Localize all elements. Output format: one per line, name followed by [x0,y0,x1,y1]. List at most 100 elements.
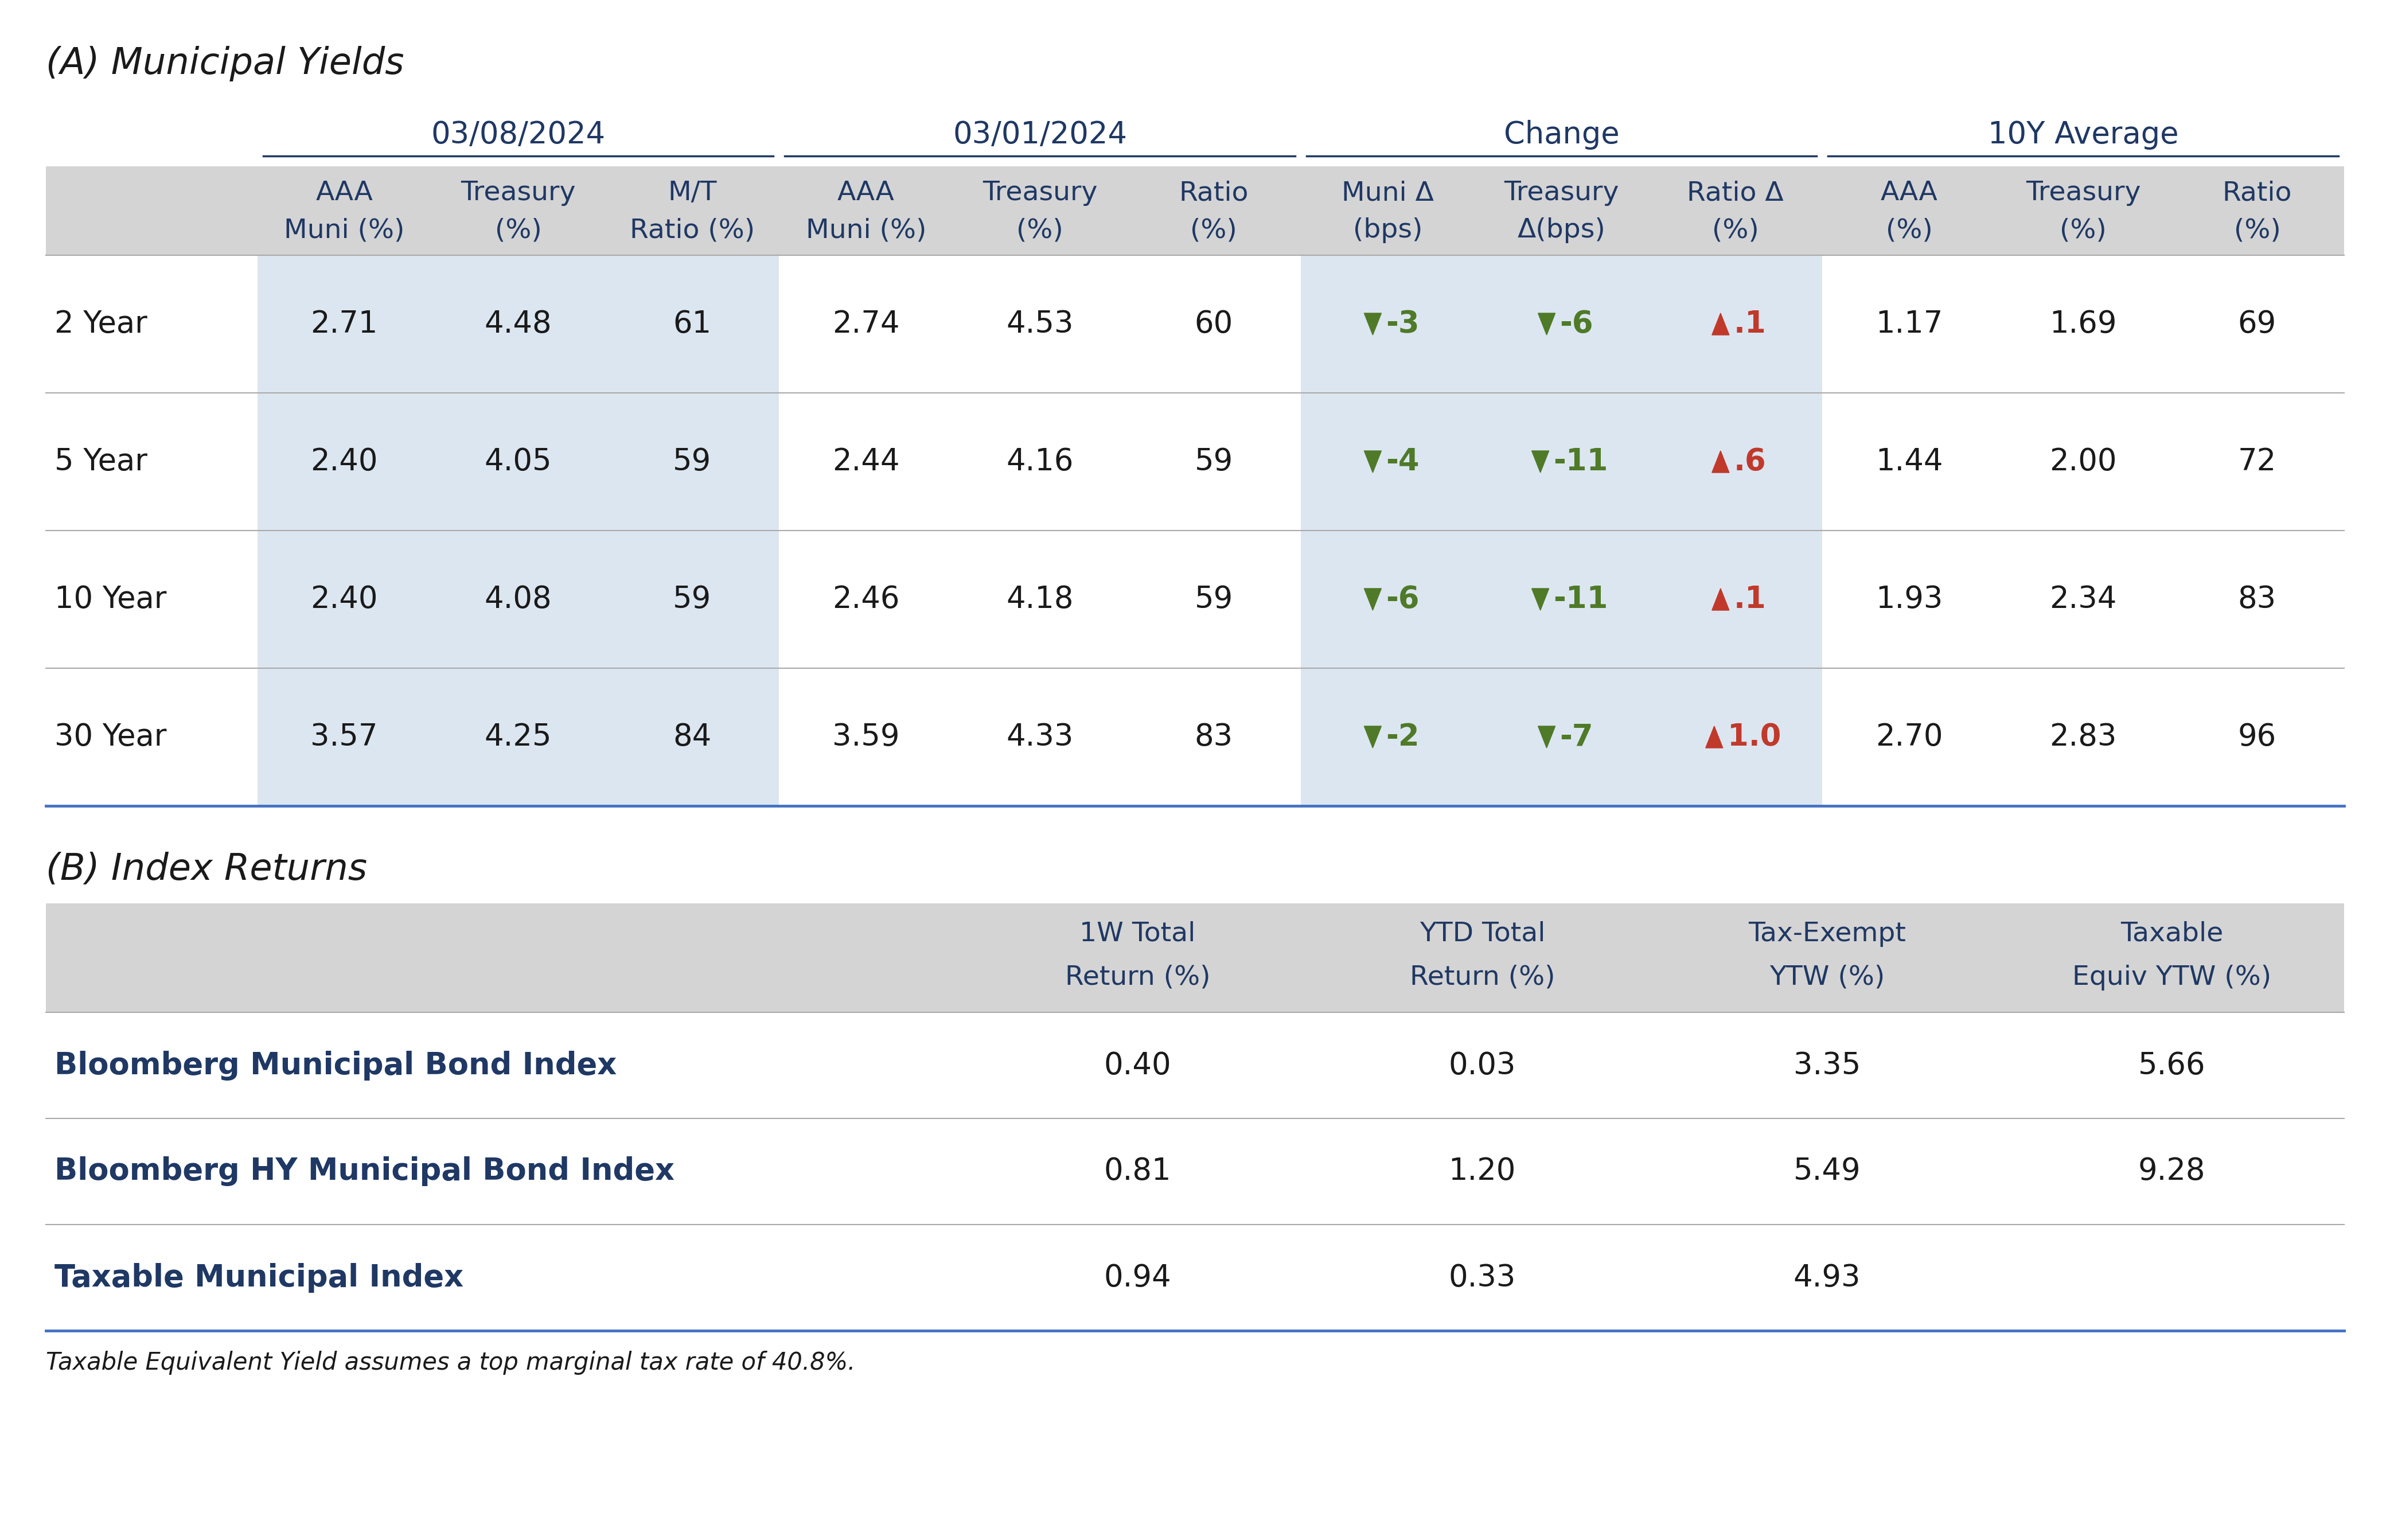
Text: Ratio: Ratio [1178,180,1248,206]
Text: Treasury: Treasury [982,180,1097,206]
Bar [258,531,779,668]
Text: -6: -6 [1386,585,1420,614]
Text: 4.53: 4.53 [1006,310,1073,339]
Text: Bloomberg Municipal Bond Index: Bloomberg Municipal Bond Index [55,1050,617,1080]
Text: Taxable Municipal Index: Taxable Municipal Index [55,1263,464,1292]
Text: Treasury: Treasury [2027,180,2141,206]
Polygon shape [1365,451,1381,473]
Text: 69: 69 [2237,310,2275,339]
Polygon shape [1365,313,1381,336]
Text: YTD Total: YTD Total [1420,921,1546,947]
Text: (bps): (bps) [1353,217,1422,243]
Text: 0.81: 0.81 [1104,1157,1171,1186]
Text: (%): (%) [495,217,543,243]
Text: Return (%): Return (%) [1066,964,1209,990]
Text: 2.71: 2.71 [311,310,378,339]
Text: 83: 83 [2237,585,2275,614]
Text: 3.59: 3.59 [832,722,899,752]
Text: (%): (%) [1190,217,1238,243]
Text: 1W Total: 1W Total [1080,921,1195,947]
Text: 0.40: 0.40 [1104,1050,1171,1080]
Text: Ratio (%): Ratio (%) [629,217,755,243]
Text: -6: -6 [1561,310,1594,339]
Text: 61: 61 [674,310,712,339]
Text: (B) Index Returns: (B) Index Returns [45,852,368,887]
Polygon shape [1365,727,1381,748]
Text: Bloomberg HY Municipal Bond Index: Bloomberg HY Municipal Bond Index [55,1157,674,1186]
Bar [1300,531,1824,668]
Text: 59: 59 [1195,585,1233,614]
Text: 1.44: 1.44 [1876,447,1943,476]
Text: 4.08: 4.08 [485,585,552,614]
Text: Taxable: Taxable [2120,921,2223,947]
Bar [258,393,779,531]
Text: -11: -11 [1554,447,1608,476]
Text: 30 Year: 30 Year [55,722,167,752]
Text: 1.69: 1.69 [2051,310,2118,339]
Text: -4: -4 [1386,447,1420,476]
Text: 5.49: 5.49 [1792,1157,1862,1186]
Text: 2.40: 2.40 [311,447,378,476]
Text: -3: -3 [1386,310,1420,339]
Text: 4.18: 4.18 [1006,585,1073,614]
Text: 3.35: 3.35 [1792,1050,1862,1080]
Text: Δ(bps): Δ(bps) [1518,217,1606,243]
Text: 2.00: 2.00 [2051,447,2118,476]
Bar [1300,668,1824,805]
Text: 2.83: 2.83 [2051,722,2118,752]
Text: Return (%): Return (%) [1410,964,1556,990]
Text: 4.16: 4.16 [1006,447,1073,476]
Text: Ratio Δ: Ratio Δ [1687,180,1783,206]
Polygon shape [1711,313,1728,336]
Text: Muni Δ: Muni Δ [1341,180,1434,206]
Text: Equiv YTW (%): Equiv YTW (%) [2072,964,2270,990]
Polygon shape [1539,727,1556,748]
Text: Muni (%): Muni (%) [284,217,404,243]
Bar [1300,393,1824,531]
Text: 5 Year: 5 Year [55,447,148,476]
Text: 2.40: 2.40 [311,585,378,614]
Text: -2: -2 [1386,722,1420,752]
Text: 4.05: 4.05 [485,447,552,476]
Text: 2.44: 2.44 [832,447,899,476]
Text: 4.48: 4.48 [485,310,552,339]
Text: 2.74: 2.74 [832,310,899,339]
Text: 9.28: 9.28 [2139,1157,2206,1186]
Text: .1: .1 [1733,310,1766,339]
Text: (%): (%) [1886,217,1934,243]
Text: .6: .6 [1733,447,1766,476]
Text: (%): (%) [1711,217,1759,243]
Text: Treasury: Treasury [461,180,576,206]
Text: Treasury: Treasury [1503,180,1618,206]
Text: AAA: AAA [1881,180,1938,206]
Text: 83: 83 [1195,722,1233,752]
Text: 10 Year: 10 Year [55,585,167,614]
Text: 1.17: 1.17 [1876,310,1943,339]
Text: 4.33: 4.33 [1006,722,1073,752]
Text: 1.93: 1.93 [1876,585,1943,614]
Text: 60: 60 [1195,310,1233,339]
Text: 2.46: 2.46 [832,585,899,614]
Text: AAA: AAA [315,180,373,206]
Text: Change: Change [1503,120,1620,149]
Text: 72: 72 [2237,447,2275,476]
Text: 1.20: 1.20 [1448,1157,1515,1186]
Text: 0.94: 0.94 [1104,1263,1171,1292]
Bar [258,668,779,805]
Text: 1.0: 1.0 [1728,722,1781,752]
Text: -11: -11 [1554,585,1608,614]
Bar [45,904,2345,1012]
Text: M/T: M/T [667,180,717,206]
Text: 0.33: 0.33 [1448,1263,1515,1292]
Text: -7: -7 [1561,722,1594,752]
Bar [258,256,779,393]
Text: AAA: AAA [836,180,894,206]
Text: 3.57: 3.57 [311,722,378,752]
Text: (%): (%) [2060,217,2106,243]
Text: YTW (%): YTW (%) [1769,964,1886,990]
Polygon shape [1706,727,1723,748]
Text: 59: 59 [1195,447,1233,476]
Text: 5.66: 5.66 [2139,1050,2206,1080]
Text: 59: 59 [672,447,712,476]
Text: 2.70: 2.70 [1876,722,1943,752]
